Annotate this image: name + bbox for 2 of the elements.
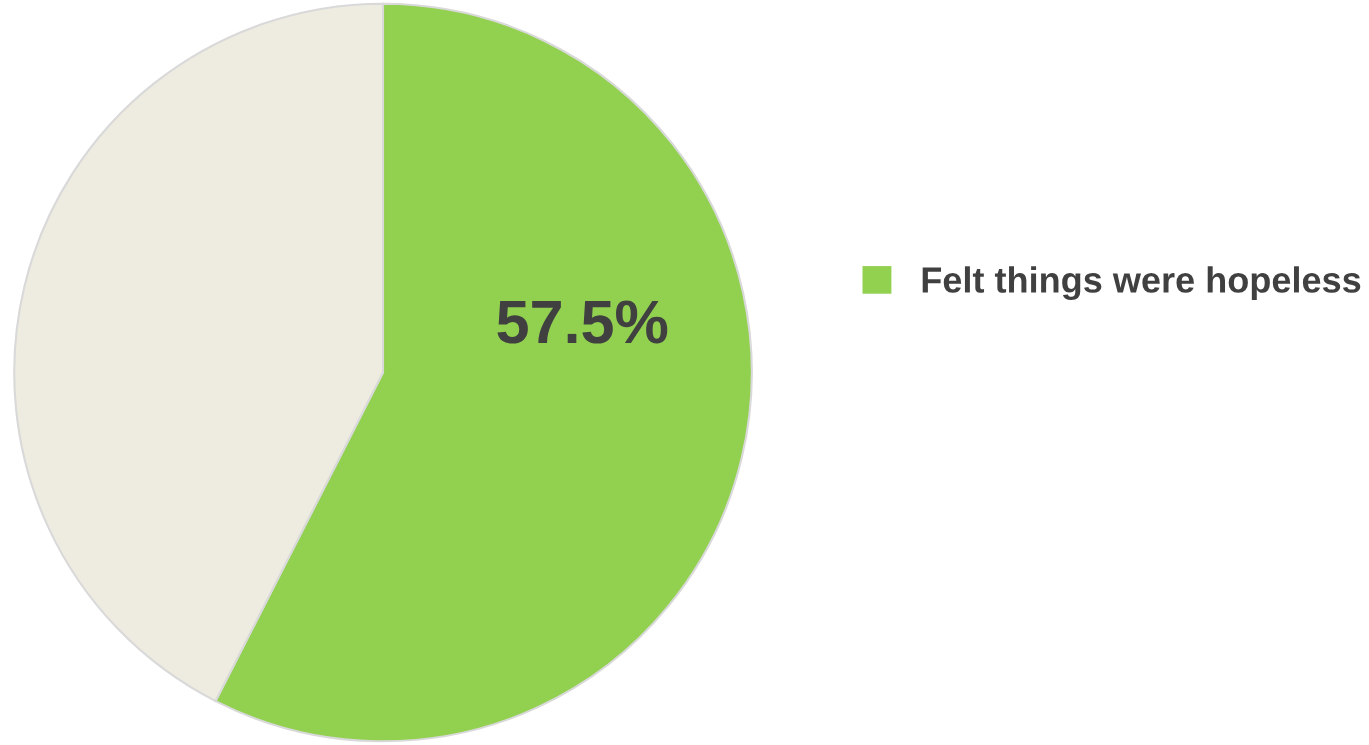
data-label: 57.5% [497, 300, 668, 344]
legend-label: Felt things were hopeless [922, 266, 1361, 301]
